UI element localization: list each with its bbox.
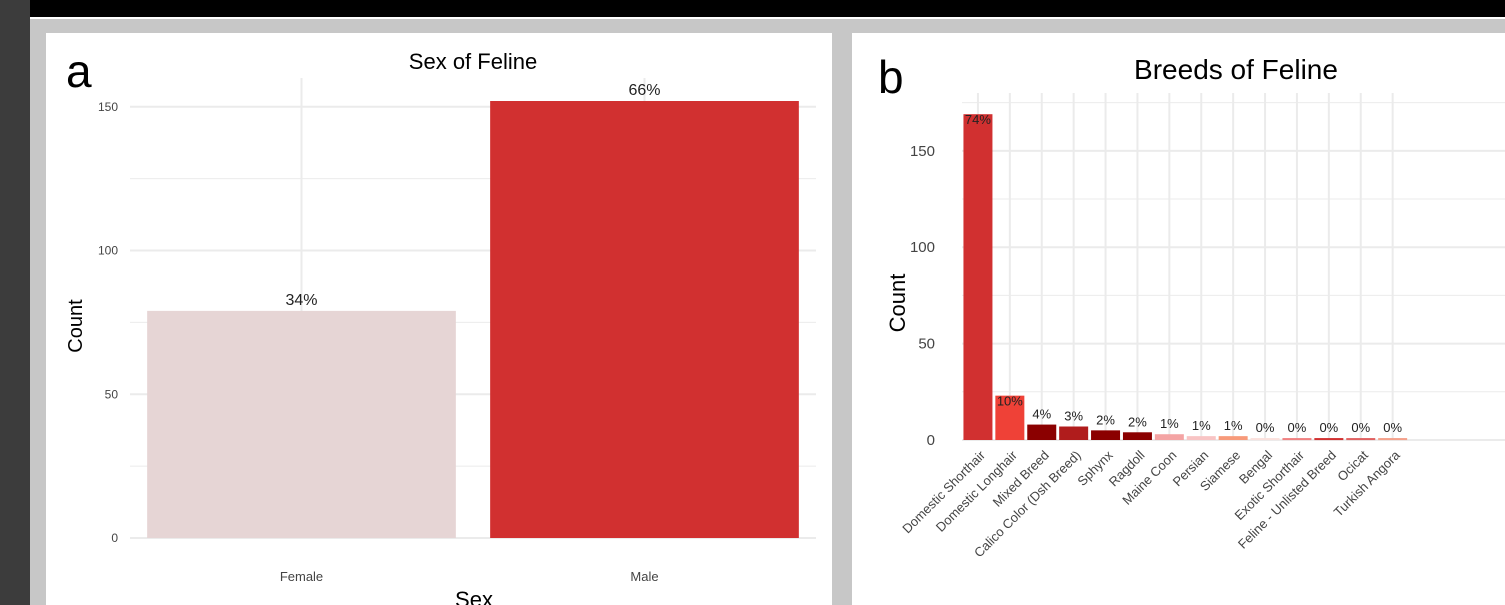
x-tick-label-female: Female: [280, 569, 323, 584]
data-label-domestic-longhair: 10%: [997, 394, 1023, 409]
panel-sex-chart: 34% 66% 0 50 100 150 Female Male a Sex of Fel…: [46, 33, 832, 605]
y-axis-label-breeds: Count: [885, 274, 910, 333]
bar-ragdoll: [1122, 432, 1152, 440]
y-tick-label: 50: [105, 387, 119, 401]
bar-calico-color-dsh-breed: [1059, 426, 1089, 440]
data-label-calico-color-dsh-breed: 3%: [1064, 409, 1083, 424]
data-label-domestic-shorthair: 74%: [965, 112, 991, 127]
data-label-siamese: 1%: [1224, 418, 1243, 433]
frame-left-strip: [0, 0, 30, 605]
data-label-bengal: 0%: [1256, 420, 1275, 435]
y-axis-label-sex: Count: [65, 299, 87, 353]
bar-domestic-longhair: [995, 395, 1025, 440]
data-label-turkish-angora: 0%: [1383, 420, 1402, 435]
data-label-ocicat: 0%: [1351, 420, 1370, 435]
breeds-bar-chart: 74% 10% 4% 3% 2% 2% 1% 1% 1% 0% 0% 0% 0% 0% 0 50 100 150…: [878, 51, 1505, 560]
y-tick-label: 150: [910, 143, 935, 160]
y-tick-label: 0: [927, 432, 935, 449]
data-label-male: 66%: [628, 82, 660, 99]
data-label-female: 34%: [285, 292, 317, 309]
data-label-sphynx: 2%: [1096, 412, 1115, 427]
bar-female: [147, 310, 456, 538]
bar-domestic-shorthair: [963, 114, 993, 440]
chart-title-breeds: Breeds of Feline: [1134, 54, 1338, 85]
data-label-feline-unlisted-breed: 0%: [1319, 420, 1338, 435]
bar-maine-coon: [1154, 434, 1184, 440]
bar-siamese: [1218, 436, 1248, 440]
bar-male: [490, 101, 799, 538]
bar-sphynx: [1091, 430, 1121, 440]
data-label-exotic-shorthair: 0%: [1288, 420, 1307, 435]
x-tick-label-male: Male: [630, 569, 658, 584]
y-tick-label: 150: [98, 100, 118, 114]
y-tick-label: 100: [910, 239, 935, 256]
bar-bengal: [1250, 438, 1280, 441]
bar-persian: [1186, 436, 1216, 440]
chart-title-sex: Sex of Feline: [409, 49, 537, 74]
bar-exotic-shorthair: [1282, 438, 1312, 441]
y-tick-label: 50: [918, 336, 935, 353]
frame-top-bar: [30, 0, 1505, 19]
x-axis-label-sex: Sex: [455, 587, 493, 605]
sex-bar-chart: 34% 66% 0 50 100 150 Female Male a Sex of Fel…: [65, 45, 816, 605]
panel-breeds-chart: 74% 10% 4% 3% 2% 2% 1% 1% 1% 0% 0% 0% 0% 0% 0 50 100 150…: [852, 33, 1505, 605]
data-label-maine-coon: 1%: [1160, 416, 1179, 431]
panel-label-b: b: [878, 51, 904, 103]
bar-turkish-angora: [1378, 438, 1408, 441]
panel-label-a: a: [66, 45, 92, 97]
y-tick-label: 0: [111, 531, 118, 545]
data-label-persian: 1%: [1192, 418, 1211, 433]
data-label-mixed-breed: 4%: [1032, 407, 1051, 422]
bar-mixed-breed: [1027, 424, 1057, 440]
data-label-ragdoll: 2%: [1128, 414, 1147, 429]
bar-feline-unlisted-breed: [1314, 438, 1344, 441]
bar-ocicat: [1346, 438, 1376, 441]
y-tick-label: 100: [98, 244, 118, 258]
